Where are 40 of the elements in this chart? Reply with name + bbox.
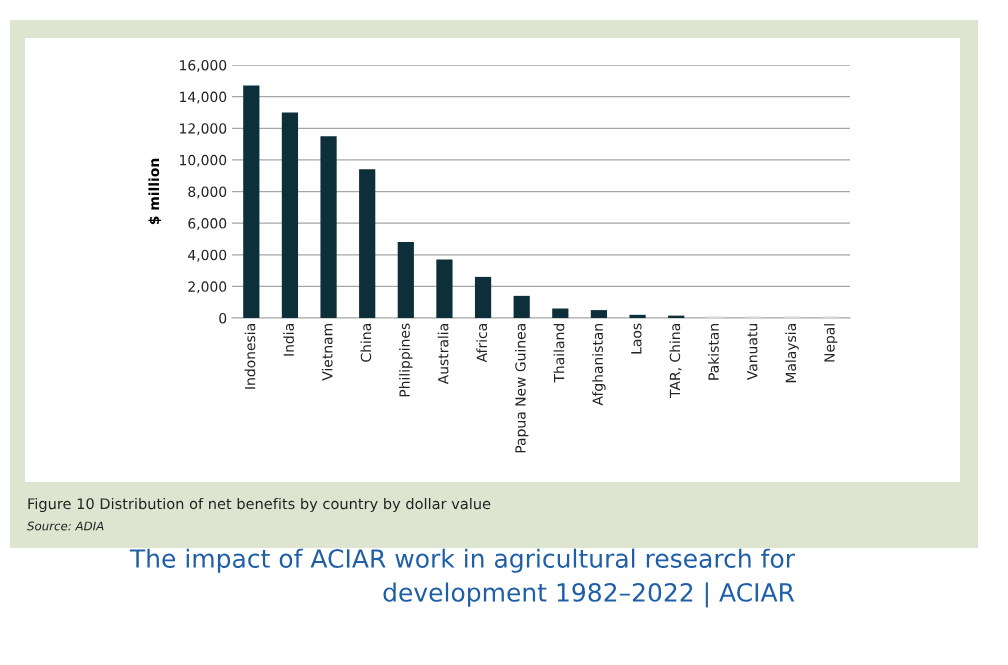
y-tick-label: 16,000 xyxy=(180,59,227,72)
y-tick-label: 2,000 xyxy=(188,281,227,294)
y-tick-label: 10,000 xyxy=(180,154,227,167)
bar xyxy=(281,112,299,318)
x-tick-label: Thailand xyxy=(553,324,565,383)
y-axis-title: $ million xyxy=(148,158,162,225)
y-tick-label: 8,000 xyxy=(188,186,227,199)
y-tick-label: 12,000 xyxy=(180,123,227,136)
x-tick-label: Vietnam xyxy=(321,324,333,381)
x-tick-label: Africa xyxy=(476,324,488,363)
y-tick-label: 0 xyxy=(219,312,227,324)
text: Figure 10 Distribution of net benefits by country by dollar value xyxy=(28,497,491,513)
x-tick-label: China xyxy=(360,324,372,362)
bar xyxy=(513,295,530,318)
x-tick-label: Vanuatu xyxy=(747,324,758,381)
source-note: Source: ADIA xyxy=(27,521,104,531)
text: The impact of ACIAR work in agricultural research for development 1982–2022 | ACIAR xyxy=(129,548,796,608)
bar xyxy=(629,314,646,318)
x-tick-label: Afghanistan xyxy=(592,324,606,406)
bar xyxy=(590,310,608,318)
x-tick-label: Australia xyxy=(437,324,449,385)
x-tick-label: Indonesia xyxy=(244,324,256,389)
bar xyxy=(243,85,260,318)
x-tick-label: TAR, China xyxy=(669,324,682,398)
bar xyxy=(359,169,376,318)
x-tick-label: Philippines xyxy=(399,323,413,397)
x-tick-label: India xyxy=(283,324,294,356)
y-tick-label: 4,000 xyxy=(188,249,227,262)
x-tick-label: Pakistan xyxy=(708,324,719,380)
x-tick-label: Papua New Guinea xyxy=(514,324,529,453)
x-tick-label: Laos xyxy=(631,323,642,354)
bar xyxy=(397,242,414,318)
y-tick-label: 6,000 xyxy=(188,218,227,231)
bar xyxy=(552,308,569,318)
bar xyxy=(436,259,453,318)
y-tick-label: 14,000 xyxy=(180,91,227,104)
bar xyxy=(320,136,337,318)
bar xyxy=(474,276,492,318)
x-tick-label: Nepal xyxy=(823,324,838,362)
x-tick-label: Malaysia xyxy=(785,324,799,383)
